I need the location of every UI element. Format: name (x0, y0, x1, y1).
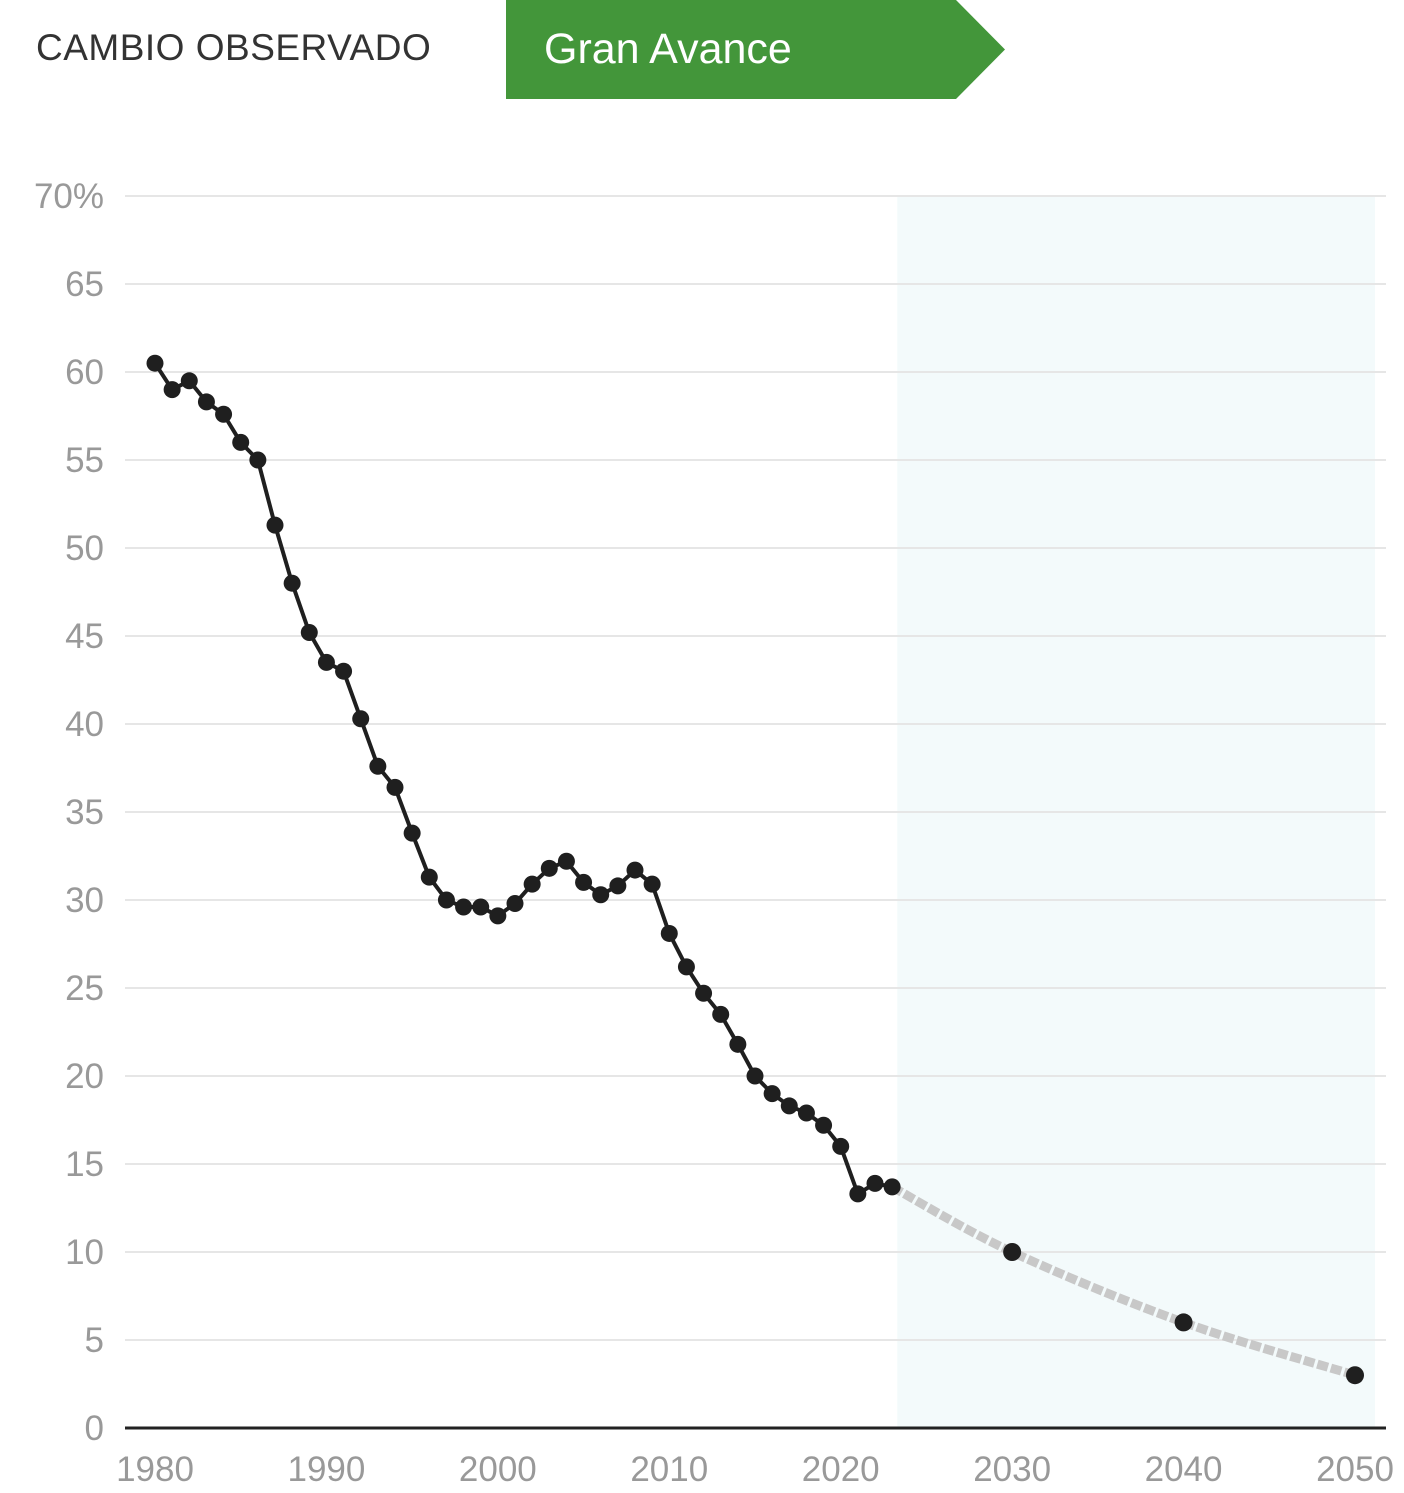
y-tick-label: 10 (65, 1233, 104, 1272)
observed-point (266, 516, 284, 534)
observed-point (592, 886, 610, 904)
x-tick-label: 2040 (1145, 1450, 1223, 1489)
observed-point (746, 1067, 764, 1085)
observed-point (797, 1104, 815, 1122)
y-tick-label: 20 (65, 1057, 104, 1096)
y-tick-label: 35 (65, 793, 104, 832)
series-layer (146, 354, 1364, 1385)
badge-arrow-shape (506, 0, 1005, 99)
observed-point (660, 924, 678, 942)
observed-point (420, 868, 438, 886)
chart-header: CAMBIO OBSERVADO Gran Avance (0, 0, 1404, 110)
observed-point (832, 1137, 850, 1155)
observed-point (283, 574, 301, 592)
y-tick-label: 30 (65, 881, 104, 920)
observed-point (489, 907, 507, 925)
x-tick-label: 1990 (287, 1450, 365, 1489)
observed-point (317, 653, 335, 671)
y-tick-label: 45 (65, 617, 104, 656)
x-axis-ticks: 1980 1990 2000 2010 2020 2030 2040 2050 (116, 1450, 1394, 1489)
observed-point (695, 984, 713, 1002)
y-tick-label: 65 (65, 265, 104, 304)
observed-point (866, 1174, 884, 1192)
observed-point (455, 898, 473, 916)
x-tick-label: 2010 (630, 1450, 708, 1489)
y-tick-label: 25 (65, 969, 104, 1008)
x-tick-label: 2020 (802, 1450, 880, 1489)
observed-point (643, 875, 661, 893)
observed-point (403, 824, 421, 842)
y-tick-label: 5 (85, 1321, 104, 1360)
x-tick-label: 2050 (1316, 1450, 1394, 1489)
observed-point (849, 1185, 867, 1203)
progress-badge-label: Gran Avance (544, 25, 792, 73)
observed-point (249, 451, 267, 469)
observed-point (232, 433, 250, 451)
observed-point (506, 895, 524, 913)
y-tick-label: 0 (85, 1409, 104, 1448)
observed-point (883, 1178, 901, 1196)
progress-badge: Gran Avance (506, 0, 1006, 99)
observed-point (369, 757, 387, 775)
observed-point (523, 875, 541, 893)
observed-point (815, 1116, 833, 1134)
y-tick-label: 70% (34, 177, 104, 216)
observed-point (609, 877, 627, 895)
observed-point (335, 662, 353, 680)
observed-point (729, 1035, 747, 1053)
observed-point (472, 898, 490, 916)
observed-point (163, 381, 181, 399)
y-tick-label: 15 (65, 1145, 104, 1184)
y-tick-label: 55 (65, 441, 104, 480)
observed-point (575, 873, 593, 891)
x-tick-label: 2000 (459, 1450, 537, 1489)
observed-point (557, 852, 575, 870)
x-tick-label: 1980 (116, 1450, 194, 1489)
observed-point (712, 1005, 730, 1023)
grid-lines (125, 195, 1386, 1341)
observed-point (540, 859, 558, 877)
projection-point (1003, 1243, 1022, 1261)
observed-point (763, 1085, 781, 1103)
observed-point (215, 405, 233, 423)
y-tick-label: 50 (65, 529, 104, 568)
x-tick-label: 2030 (973, 1450, 1051, 1489)
observed-point (180, 372, 198, 390)
observed-point (146, 354, 164, 372)
projection-line (889, 1182, 1357, 1380)
observed-point (780, 1097, 798, 1115)
observed-point (300, 623, 318, 641)
projection-point (1346, 1366, 1364, 1385)
projection-point (1174, 1313, 1193, 1332)
observed-point (437, 891, 455, 909)
y-tick-label: 60 (65, 353, 104, 392)
observed-point (626, 861, 644, 879)
observed-point (386, 778, 404, 796)
observed-change-label: CAMBIO OBSERVADO (36, 27, 432, 68)
observed-point (197, 393, 215, 411)
y-tick-label: 40 (65, 705, 104, 744)
observed-point (352, 710, 370, 728)
observed-line (153, 362, 893, 1196)
observed-point (677, 958, 695, 976)
